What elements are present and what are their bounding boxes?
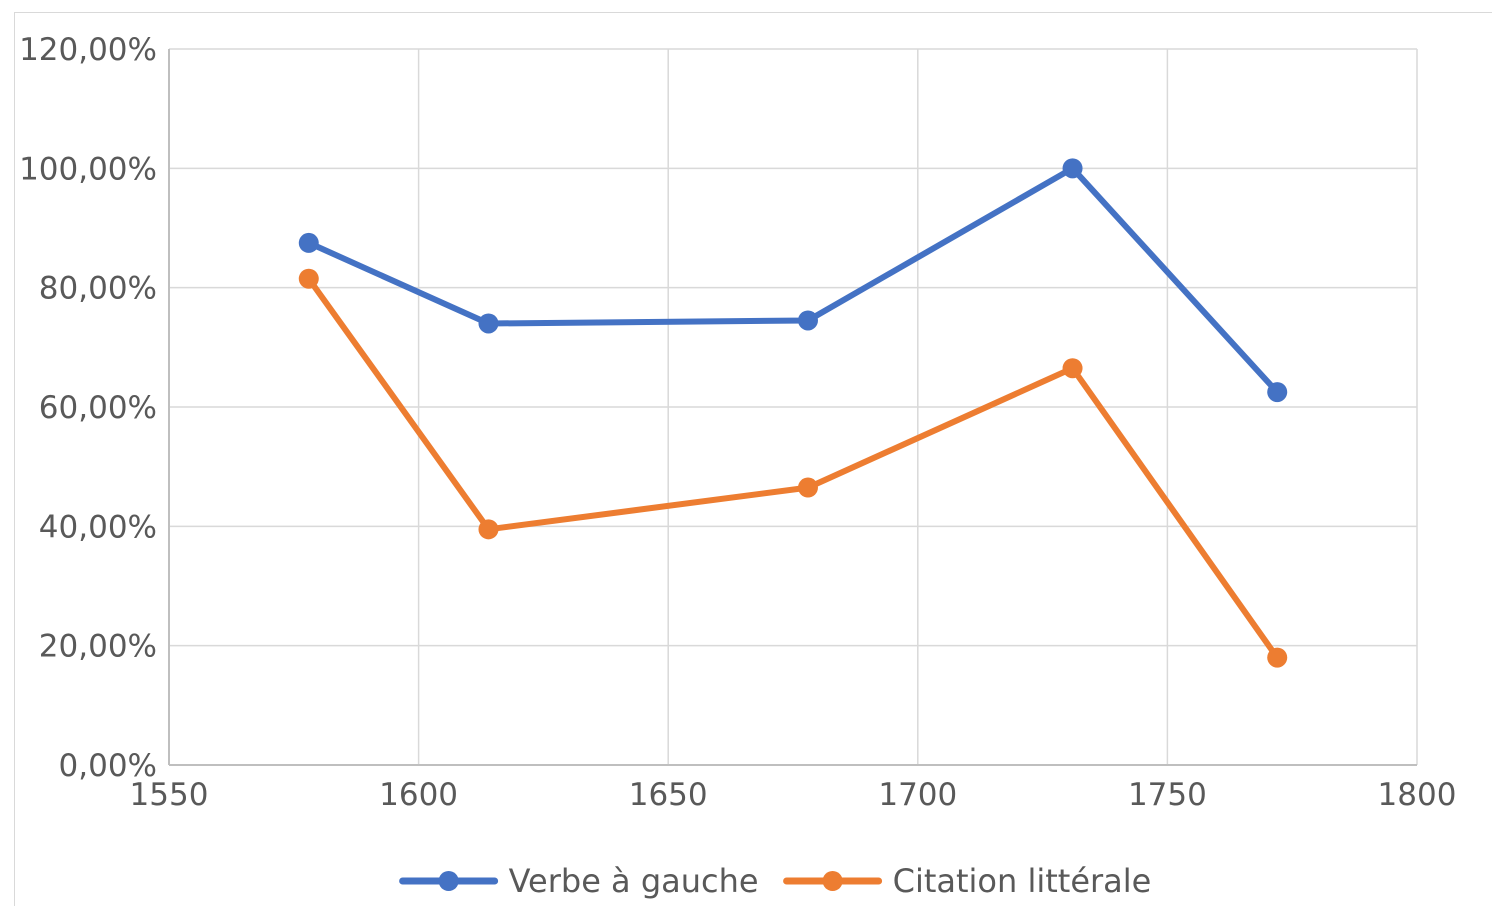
data-point <box>1267 647 1288 668</box>
y-tick-label: 120,00% <box>19 32 157 68</box>
legend-swatch-marker <box>438 871 459 891</box>
series-line-1 <box>305 275 1281 661</box>
y-tick-label: 40,00% <box>39 509 157 545</box>
x-tick-label: 1600 <box>379 777 458 813</box>
data-point <box>797 310 818 331</box>
gridlines <box>169 48 1418 765</box>
data-point <box>1062 358 1083 379</box>
x-tick-label: 1700 <box>878 777 957 813</box>
x-tick-label: 1800 <box>1378 777 1457 813</box>
y-tick-label: 80,00% <box>39 271 157 307</box>
tick-labels: 0,00% 20,00% 40,00% 60,00% 80,00% 100,00% 120,… <box>19 32 1456 813</box>
axes <box>168 49 1417 766</box>
data-point <box>478 519 499 540</box>
y-tick-label: 20,00% <box>39 629 157 665</box>
data-point <box>298 232 319 253</box>
data-point <box>1062 158 1083 179</box>
chart-area <box>14 12 1492 906</box>
legend-swatch-marker <box>822 871 843 891</box>
data-point <box>797 477 818 498</box>
x-tick-label: 1550 <box>130 777 209 813</box>
legend-label: Verbe à gauche <box>509 862 759 900</box>
y-tick-label: 100,00% <box>19 151 157 187</box>
series-line-0 <box>305 165 1281 396</box>
series-lines <box>298 158 1288 668</box>
data-point <box>1267 382 1288 403</box>
data-point <box>298 268 319 289</box>
legend-label: Citation littérale <box>893 862 1152 900</box>
y-tick-label: 0,00% <box>59 748 157 784</box>
x-tick-label: 1650 <box>629 777 708 813</box>
y-tick-label: 60,00% <box>39 390 157 426</box>
x-tick-label: 1750 <box>1128 777 1207 813</box>
data-point <box>478 313 499 334</box>
legend: Verbe à gauche Citation littérale <box>399 862 1152 900</box>
